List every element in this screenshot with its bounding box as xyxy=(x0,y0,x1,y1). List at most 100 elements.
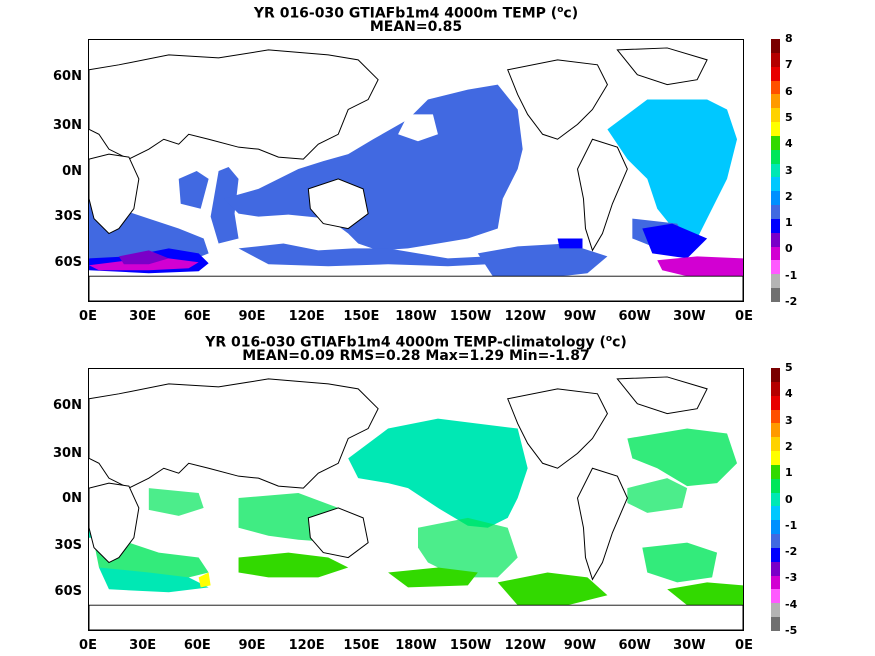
panel1-colorbar xyxy=(771,39,780,303)
colorbar-swatch xyxy=(771,534,780,549)
colorbar-tick-label: 0 xyxy=(785,492,793,506)
panel1-lon-label: 120W xyxy=(504,309,547,324)
panel2-lon-label: 0E xyxy=(735,638,753,653)
panel1-lon-label: 90W xyxy=(563,309,597,324)
colorbar-swatch xyxy=(771,205,780,220)
colorbar-swatch xyxy=(771,191,780,206)
colorbar-tick-label: 8 xyxy=(785,32,793,45)
colorbar-swatch xyxy=(771,80,780,95)
panel2-lon-label: 150W xyxy=(449,638,492,653)
colorbar-tick-label: -1 xyxy=(785,268,798,282)
colorbar-tick-label: 3 xyxy=(785,413,793,427)
panel1-lat-60n: 60N xyxy=(53,69,82,84)
colorbar-swatch xyxy=(771,135,780,151)
colorbar-swatch xyxy=(771,437,780,452)
colorbar-swatch xyxy=(771,423,780,438)
colorbar-tick-label: -2 xyxy=(785,295,798,308)
colorbar-swatch xyxy=(771,122,780,137)
panel2-lon-label: 30W xyxy=(673,638,706,653)
colorbar-tick-label: 0 xyxy=(785,242,793,256)
panel2-map xyxy=(88,368,744,631)
colorbar-swatch xyxy=(771,520,780,535)
panel2-lon-label: 90E xyxy=(238,638,266,653)
colorbar-swatch xyxy=(771,260,780,275)
panel1-lat-0n: 0N xyxy=(62,164,82,179)
colorbar-tick-label: 4 xyxy=(785,137,793,151)
panel1-subtitle: MEAN=0.85 xyxy=(369,19,463,35)
panel1-lon-label: 150E xyxy=(343,309,380,324)
panel1-map xyxy=(88,39,744,302)
colorbar-tick-label: 7 xyxy=(785,58,793,72)
colorbar-swatch xyxy=(771,368,780,383)
colorbar-swatch xyxy=(771,94,780,109)
panel1-title: YR 016-030 GTIAFb1m4 4000m TEMP (oc) xyxy=(253,5,579,22)
panel1-lon-label: 60E xyxy=(183,309,211,324)
panel2-colorbar xyxy=(771,368,780,632)
panel1-lon-label: 30W xyxy=(673,309,706,324)
panel1-lat-30n: 30N xyxy=(53,118,82,133)
colorbar-tick-label: -5 xyxy=(785,624,798,637)
panel1-lon-label: 30E xyxy=(129,309,157,324)
panel2-lon-label: 90W xyxy=(563,638,597,653)
colorbar-tick-label: 5 xyxy=(785,361,793,374)
colorbar-swatch xyxy=(771,395,780,410)
colorbar-swatch xyxy=(771,492,780,507)
panel1-lon-label: 90E xyxy=(238,309,266,324)
panel2-title: YR 016-030 GTIAFb1m4 4000m TEMP-climatol… xyxy=(205,334,627,351)
colorbar-tick-label: -1 xyxy=(785,518,798,532)
panel2-lon-label: 180W xyxy=(395,638,437,653)
colorbar-tick-label: -2 xyxy=(785,545,798,559)
panel2-subtitle: MEAN=0.09 RMS=0.28 Max=1.29 Min=-1.87 xyxy=(242,348,590,364)
panel2-lon-label: 0E xyxy=(79,638,97,653)
panel2-lon-label: 120E xyxy=(288,638,325,653)
colorbar-swatch xyxy=(771,149,780,165)
panel1-lon-label: 0E xyxy=(79,309,97,324)
colorbar-swatch xyxy=(771,163,780,178)
colorbar-tick-label: 4 xyxy=(785,387,793,401)
colorbar-swatch xyxy=(771,409,780,424)
panel2-landmasses xyxy=(89,376,743,630)
colorbar-swatch xyxy=(771,52,780,68)
panel2-lat-0n: 0N xyxy=(62,491,82,506)
colorbar-swatch xyxy=(771,561,780,577)
colorbar-swatch xyxy=(771,177,780,192)
panel2-lat-30s: 30S xyxy=(54,538,82,553)
panel2-lon-label: 60E xyxy=(183,638,211,653)
colorbar-tick-label: -3 xyxy=(785,571,798,585)
colorbar-tick-label: 3 xyxy=(785,163,793,177)
panel2-lon-label: 120W xyxy=(504,638,547,653)
panel2-lat-60s: 60S xyxy=(54,584,82,599)
panel1-lon-label: 150W xyxy=(449,309,492,324)
panel2-lon-label: 30E xyxy=(129,638,157,653)
panel1-lon-label: 180W xyxy=(395,309,437,324)
panel1-lon-label: 60W xyxy=(618,309,651,324)
colorbar-swatch xyxy=(771,603,780,618)
panel2-lon-label: 150E xyxy=(343,638,380,653)
panel2-lat-30n: 30N xyxy=(53,446,82,461)
colorbar-tick-label: 5 xyxy=(785,110,793,124)
colorbar-swatch xyxy=(771,232,780,248)
panel2-anomaly-fields xyxy=(89,418,743,606)
panel2-lon-label: 60W xyxy=(618,638,651,653)
colorbar-swatch xyxy=(771,381,780,397)
panel1-lon-label: 0E xyxy=(735,309,753,324)
colorbar-swatch xyxy=(771,66,780,81)
colorbar-swatch xyxy=(771,478,780,494)
colorbar-swatch xyxy=(771,288,780,303)
panel1-landmasses xyxy=(89,47,743,301)
panel1-lat-30s: 30S xyxy=(54,209,82,224)
colorbar-swatch xyxy=(771,451,780,466)
panel1-temperature-fields xyxy=(89,84,743,281)
colorbar-swatch xyxy=(771,575,780,590)
panel2-lat-60n: 60N xyxy=(53,398,82,413)
colorbar-tick-label: 1 xyxy=(785,216,793,230)
colorbar-swatch xyxy=(771,617,780,632)
colorbar-swatch xyxy=(771,274,780,289)
colorbar-tick-label: 6 xyxy=(785,84,793,98)
colorbar-swatch xyxy=(771,246,780,261)
colorbar-tick-label: 2 xyxy=(785,439,793,453)
colorbar-swatch xyxy=(771,589,780,604)
colorbar-swatch xyxy=(771,39,780,54)
colorbar-tick-label: 2 xyxy=(785,189,793,203)
colorbar-swatch xyxy=(771,218,780,234)
